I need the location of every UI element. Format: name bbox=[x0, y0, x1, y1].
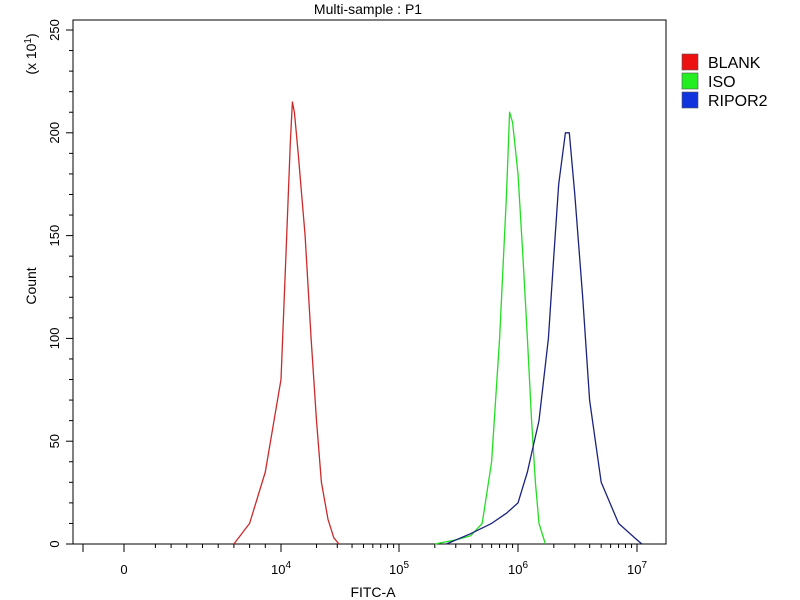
series-line-blank bbox=[233, 101, 340, 545]
chart-title: Multi-sample : P1 bbox=[314, 1, 422, 17]
legend-swatch-blank bbox=[681, 53, 699, 71]
y-axis-title: Count bbox=[23, 267, 39, 304]
svg-text:(x 101): (x 101) bbox=[23, 33, 39, 74]
y-tick-label: 0 bbox=[47, 540, 62, 547]
legend: BLANK ISO RIPOR2 bbox=[681, 53, 768, 110]
series-layer bbox=[233, 101, 643, 545]
y-tick-label: 250 bbox=[47, 19, 62, 41]
series-line-ripor2 bbox=[446, 132, 643, 545]
y-multiplier-exponent: 1 bbox=[23, 38, 34, 44]
y-tick-label: 150 bbox=[47, 225, 62, 247]
legend-label: ISO bbox=[708, 74, 736, 91]
legend-label: RIPOR2 bbox=[708, 93, 768, 110]
legend-label: BLANK bbox=[708, 55, 761, 72]
x-tick-label: 105 bbox=[389, 560, 409, 577]
x-axis: 0 104 105 106 107 bbox=[82, 544, 647, 577]
x-axis-title: FITC-A bbox=[350, 584, 396, 600]
y-axis: 0 50 100 150 200 250 bbox=[47, 19, 73, 548]
y-axis-multiplier-label: (x 101) bbox=[23, 33, 39, 74]
y-multiplier-close: ) bbox=[23, 33, 39, 38]
plot-area-frame bbox=[72, 19, 667, 545]
y-multiplier-prefix: (x 10 bbox=[23, 43, 39, 74]
y-tick-label: 200 bbox=[47, 122, 62, 144]
x-tick-label: 0 bbox=[120, 562, 127, 577]
series-line-iso bbox=[434, 111, 547, 545]
x-tick-label: 106 bbox=[508, 560, 528, 577]
x-tick-label: 104 bbox=[271, 560, 291, 577]
y-tick-label: 50 bbox=[47, 434, 62, 448]
legend-swatch-ripor2 bbox=[681, 91, 699, 109]
x-tick-label: 107 bbox=[627, 560, 647, 577]
y-tick-label: 100 bbox=[47, 328, 62, 350]
legend-swatch-iso bbox=[681, 72, 699, 90]
